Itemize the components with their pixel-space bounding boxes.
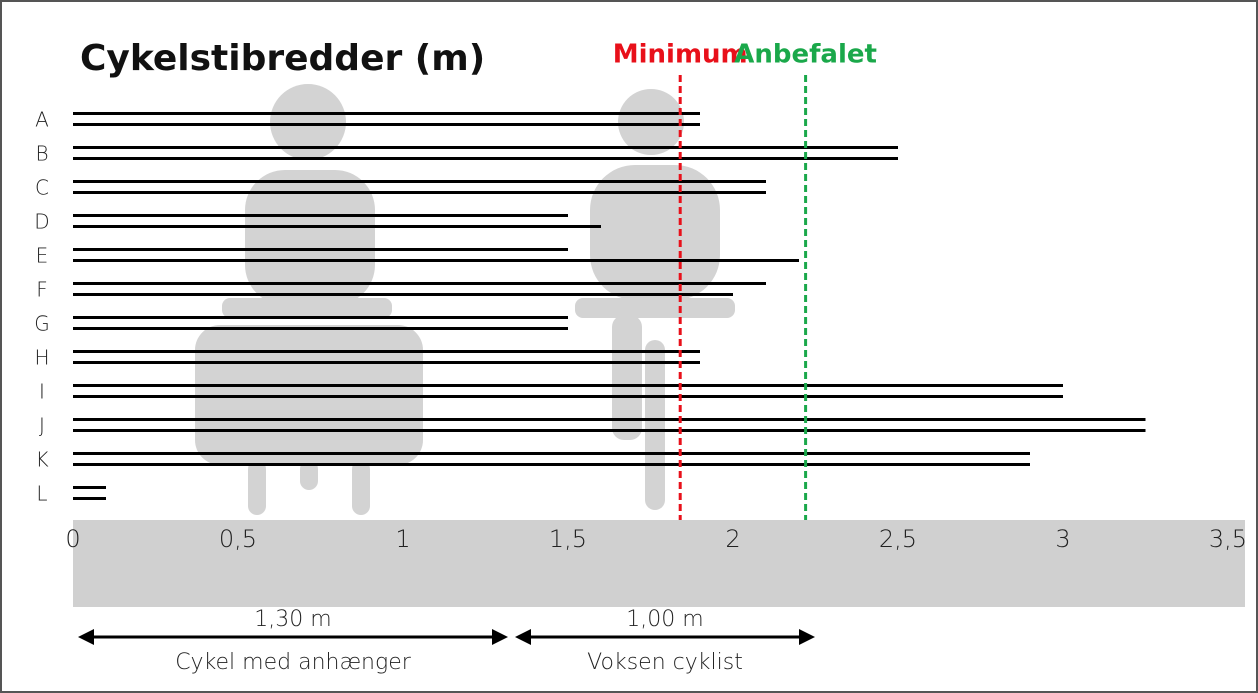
reference-label: Anbefalet bbox=[734, 40, 877, 70]
x-tick-label: 3 bbox=[1055, 525, 1070, 553]
y-tick-label: H bbox=[34, 346, 49, 370]
silhouettes bbox=[195, 84, 735, 515]
x-tick-label: 3,5 bbox=[1209, 525, 1247, 553]
annotation-arrows bbox=[78, 629, 815, 645]
x-tick-label: 0 bbox=[65, 525, 80, 553]
y-tick-label: J bbox=[39, 414, 45, 438]
y-tick-label: I bbox=[39, 380, 45, 404]
y-tick-label: D bbox=[34, 210, 49, 234]
y-tick-label: C bbox=[35, 176, 49, 200]
x-tick-label: 2 bbox=[725, 525, 740, 553]
y-tick-label: G bbox=[34, 312, 50, 336]
x-tick-label: 0,5 bbox=[219, 525, 257, 553]
chart-title: Cykelstibredder (m) bbox=[80, 38, 485, 79]
y-tick-label: B bbox=[35, 142, 48, 166]
road bbox=[73, 520, 1245, 607]
y-tick-label: F bbox=[36, 278, 48, 302]
annotation-label: Voksen cyklist bbox=[587, 650, 743, 675]
x-tick-label: 1,5 bbox=[549, 525, 587, 553]
annotation-label: Cykel med anhænger bbox=[175, 650, 412, 675]
annotation-width: 1,00 m bbox=[626, 607, 703, 632]
y-tick-label: L bbox=[36, 482, 47, 506]
annotation-width: 1,30 m bbox=[254, 607, 331, 632]
x-tick-label: 2,5 bbox=[879, 525, 917, 553]
reference-label: Minimum bbox=[613, 40, 748, 70]
y-tick-label: K bbox=[35, 448, 48, 472]
y-tick-label: A bbox=[35, 108, 49, 132]
y-tick-label: E bbox=[36, 244, 49, 268]
x-tick-label: 1 bbox=[395, 525, 410, 553]
